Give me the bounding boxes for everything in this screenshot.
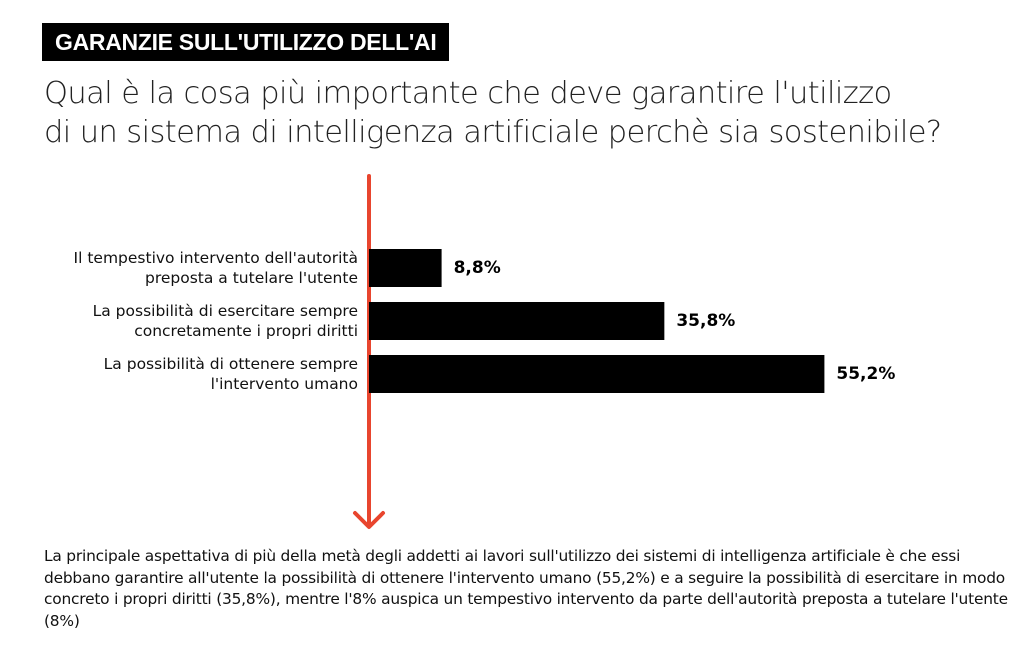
value-label-2: 35,8% — [676, 311, 736, 331]
bar-3 — [369, 355, 825, 393]
value-label-1: 8,8% — [453, 258, 501, 278]
bar-1 — [369, 249, 442, 287]
value-label-3: 55,2% — [836, 364, 896, 384]
category-label-line: La possibilità di ottenere sempre — [103, 355, 358, 373]
question-line-2: di un sistema di intelligenza artificial… — [44, 115, 942, 150]
category-label-line: preposta a tutelare l'utente — [145, 269, 358, 287]
question-line-1: Qual è la cosa più importante che deve g… — [44, 76, 892, 111]
category-label-line: Il tempestivo intervento dell'autorità — [73, 249, 358, 267]
axis-arrow-head — [353, 511, 385, 529]
bar-2 — [369, 302, 665, 340]
category-label-line: l'intervento umano — [210, 375, 358, 393]
category-label-3: La possibilità di ottenere sempre l'inter… — [0, 354, 358, 394]
category-label-2: La possibilità di esercitare sempre concr… — [0, 301, 358, 341]
chart-description: La principale aspettativa di più della m… — [44, 547, 1008, 630]
category-label-line: La possibilità di esercitare sempre — [92, 302, 358, 320]
category-label-line: concretamente i propri diritti — [134, 322, 358, 340]
section-tag: GARANZIE SULL'UTILIZZO DELL'AI — [42, 23, 450, 61]
category-label-1: Il tempestivo intervento dell'autorità pr… — [0, 248, 358, 288]
bar-chart — [353, 174, 825, 529]
chart-question: Qual è la cosa più importante che deve g… — [44, 74, 1004, 152]
